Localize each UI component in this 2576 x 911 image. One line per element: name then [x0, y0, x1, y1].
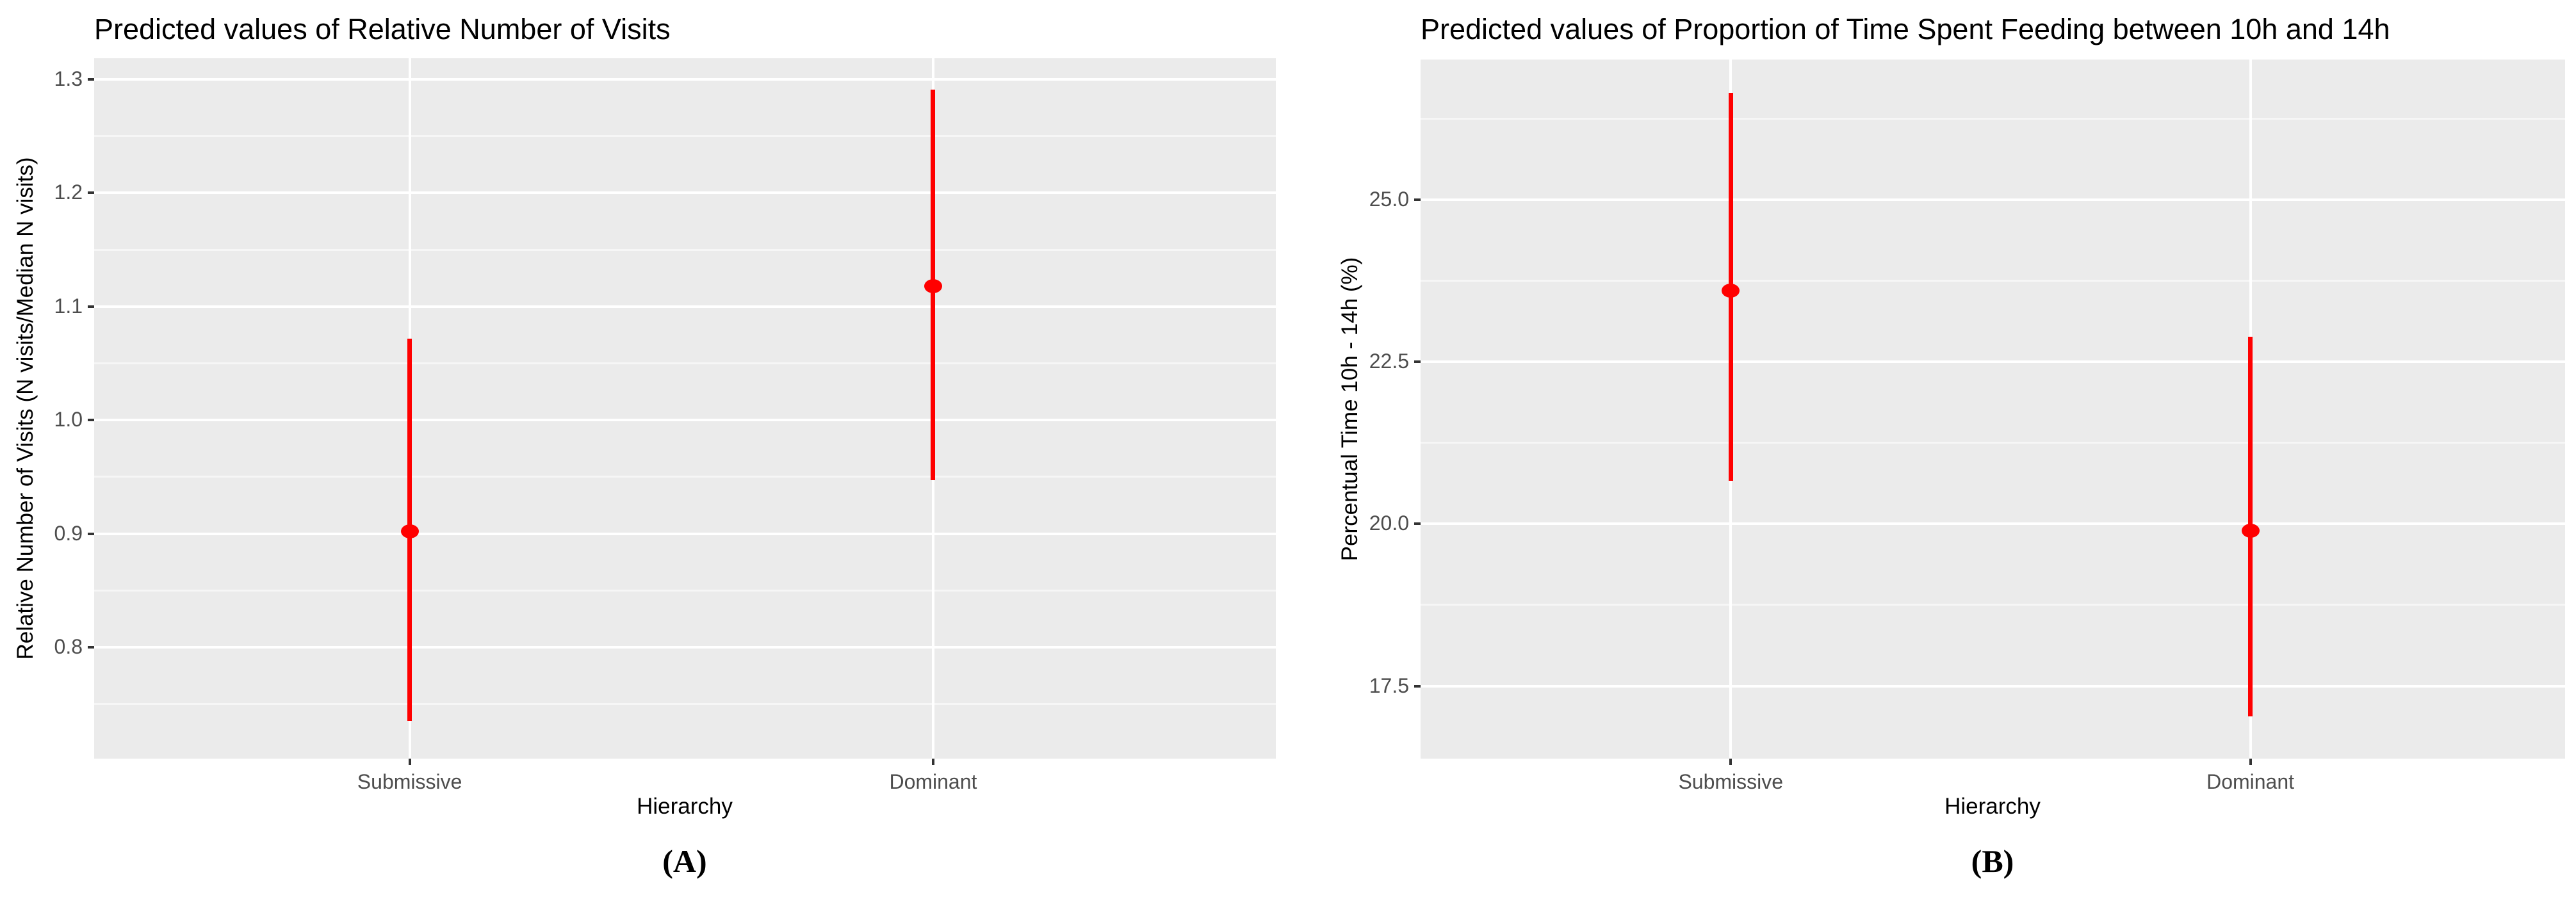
y-axis-tick — [88, 191, 94, 195]
panel-a-y-axis-label: Relative Number of Visits (N visits/Medi… — [13, 157, 38, 660]
data-point-submissive — [1722, 283, 1740, 298]
y-axis-tick — [1414, 522, 1421, 526]
y-axis-tick — [88, 646, 94, 649]
gridline-minor — [1421, 117, 2565, 120]
x-tick-label-dominant: Dominant — [2206, 770, 2295, 793]
gridline-major — [1421, 198, 2565, 201]
y-axis-tick — [88, 305, 94, 308]
x-axis-tick — [1729, 759, 1732, 765]
y-tick-label: 20.0 — [1369, 512, 1409, 535]
y-tick-label: 22.5 — [1369, 350, 1409, 373]
gridline-minor — [94, 248, 1276, 251]
y-tick-label: 1.2 — [54, 181, 83, 204]
gridline-minor — [1421, 442, 2565, 444]
gridline-minor — [94, 476, 1276, 478]
y-tick-label: 1.1 — [54, 294, 83, 318]
gridline-major — [94, 305, 1276, 308]
x-tick-label-submissive: Submissive — [1678, 770, 1784, 793]
gridline-major — [94, 419, 1276, 422]
panel-b-x-axis-label: Hierarchy — [1944, 794, 2041, 819]
data-point-dominant — [2241, 524, 2260, 538]
gridline-major — [1421, 360, 2565, 364]
panel-b-caption: (B) — [1971, 843, 2014, 879]
gridline-minor — [1421, 279, 2565, 282]
panel-a-x-axis-label: Hierarchy — [637, 794, 733, 819]
x-tick-label-dominant: Dominant — [889, 770, 977, 793]
y-tick-label: 1.3 — [54, 67, 83, 90]
y-axis-tick — [88, 78, 94, 81]
panel-a-caption: (A) — [662, 843, 707, 879]
y-axis-tick — [1414, 198, 1421, 201]
gridline-major — [1421, 522, 2565, 526]
x-axis-tick — [931, 759, 934, 765]
gridline-minor — [94, 135, 1276, 138]
y-tick-label: 0.9 — [54, 521, 83, 545]
gridline-minor — [94, 362, 1276, 365]
y-axis-tick — [88, 419, 94, 422]
y-axis-tick — [1414, 360, 1421, 364]
y-tick-label: 25.0 — [1369, 187, 1409, 211]
x-axis-tick — [2249, 759, 2252, 765]
y-tick-label: 0.8 — [54, 635, 83, 659]
y-axis-tick — [88, 532, 94, 535]
gridline-major — [94, 532, 1276, 535]
gridline-minor — [1421, 604, 2565, 606]
panel-a-title: Predicted values of Relative Number of V… — [94, 13, 671, 45]
x-axis-tick — [408, 759, 411, 765]
data-point-submissive — [400, 524, 419, 539]
gridline-major — [94, 191, 1276, 195]
x-tick-label-submissive: Submissive — [357, 770, 462, 793]
data-point-dominant — [924, 278, 942, 293]
y-axis-tick — [1414, 684, 1421, 688]
y-tick-label: 1.0 — [54, 408, 83, 431]
y-tick-label: 17.5 — [1369, 673, 1409, 697]
panel-a-plot-background — [94, 58, 1276, 759]
panel-b-y-axis-label: Percentual Time 10h - 14h (%) — [1337, 257, 1362, 561]
panel-b-plot-background — [1421, 60, 2565, 759]
gridline-minor — [94, 703, 1276, 705]
gridline-minor — [94, 589, 1276, 592]
panel-b-title: Predicted values of Proportion of Time S… — [1421, 13, 2390, 45]
gridline-major — [1421, 684, 2565, 688]
gridline-major — [94, 646, 1276, 649]
gridline-major — [94, 78, 1276, 81]
